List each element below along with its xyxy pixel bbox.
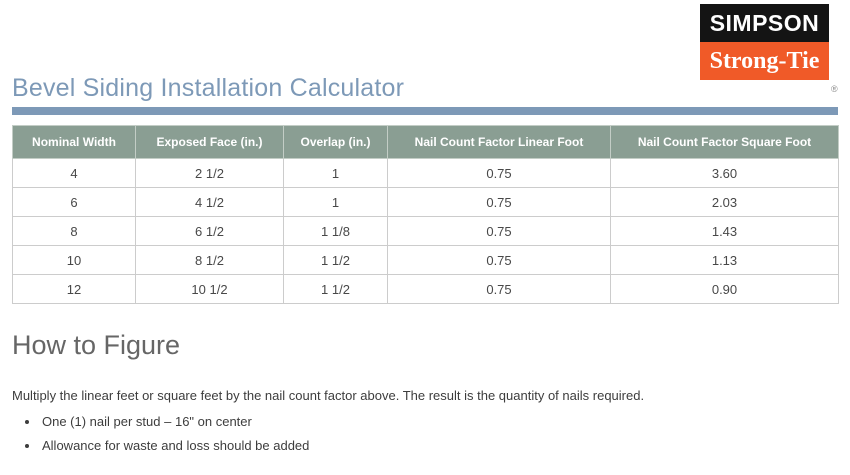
- page-title: Bevel Siding Installation Calculator: [12, 74, 405, 102]
- logo-strongtie-block: Strong-Tie: [700, 42, 829, 80]
- title-accent-bar: [12, 107, 838, 115]
- column-header-overlap: Overlap (in.): [283, 125, 388, 159]
- table-cell: 2.03: [610, 187, 839, 217]
- table-cell: 4 1/2: [135, 187, 284, 217]
- table-row: 10 8 1/2 1 1/2 0.75 1.13: [12, 245, 839, 275]
- table-cell: 1 1/8: [283, 216, 388, 246]
- logo-strongtie-text: Strong-Tie: [709, 47, 820, 74]
- table-cell: 6 1/2: [135, 216, 284, 246]
- table-cell: 2 1/2: [135, 158, 284, 188]
- column-header-nail-factor-linear: Nail Count Factor Linear Foot: [387, 125, 611, 159]
- column-header-nominal-width: Nominal Width: [12, 125, 136, 159]
- table-cell: 8: [12, 216, 136, 246]
- table-cell: 10 1/2: [135, 274, 284, 304]
- table-row: 8 6 1/2 1 1/8 0.75 1.43: [12, 216, 839, 246]
- table-cell: 12: [12, 274, 136, 304]
- table-cell: 0.75: [387, 274, 611, 304]
- table-cell: 10: [12, 245, 136, 275]
- bevel-siding-table: Nominal Width Exposed Face (in.) Overlap…: [12, 125, 839, 304]
- table-row: 6 4 1/2 1 0.75 2.03: [12, 187, 839, 217]
- table-cell: 1.13: [610, 245, 839, 275]
- table-cell: 0.90: [610, 274, 839, 304]
- table-cell: 8 1/2: [135, 245, 284, 275]
- column-header-exposed-face: Exposed Face (in.): [135, 125, 284, 159]
- table-cell: 1 1/2: [283, 274, 388, 304]
- table-cell: 0.75: [387, 245, 611, 275]
- table-cell: 1: [283, 158, 388, 188]
- table-cell: 3.60: [610, 158, 839, 188]
- table-cell: 1.43: [610, 216, 839, 246]
- table-cell: 4: [12, 158, 136, 188]
- table-cell: 0.75: [387, 187, 611, 217]
- table-header-row: Nominal Width Exposed Face (in.) Overlap…: [12, 125, 839, 159]
- bullet-item: One (1) nail per stud – 16" on center: [40, 414, 309, 429]
- table-cell: 6: [12, 187, 136, 217]
- table-cell: 1: [283, 187, 388, 217]
- simpson-strongtie-logo: SIMPSON Strong-Tie ®: [700, 4, 838, 94]
- logo-simpson-text: SIMPSON: [709, 9, 820, 36]
- table-cell: 0.75: [387, 158, 611, 188]
- logo-simpson-block: SIMPSON: [700, 4, 829, 42]
- column-header-nail-factor-square: Nail Count Factor Square Foot: [610, 125, 839, 159]
- how-to-figure-bullets: One (1) nail per stud – 16" on center Al…: [40, 414, 309, 462]
- table-cell: 1 1/2: [283, 245, 388, 275]
- bullet-item: Allowance for waste and loss should be a…: [40, 438, 309, 453]
- registered-trademark-icon: ®: [831, 84, 838, 94]
- how-to-figure-paragraph: Multiply the linear feet or square feet …: [12, 388, 645, 403]
- table-row: 4 2 1/2 1 0.75 3.60: [12, 158, 839, 188]
- table-cell: 0.75: [387, 216, 611, 246]
- table-row: 12 10 1/2 1 1/2 0.75 0.90: [12, 274, 839, 304]
- how-to-figure-heading: How to Figure: [12, 330, 181, 360]
